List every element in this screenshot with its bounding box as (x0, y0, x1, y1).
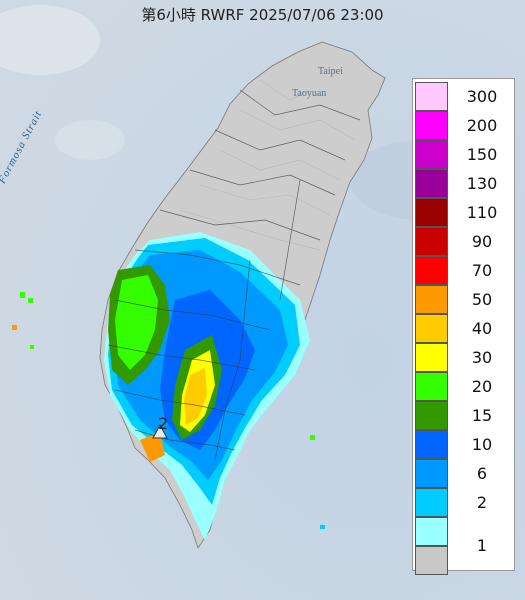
boundary-lines (107, 89, 361, 461)
rain-50mm (140, 432, 165, 462)
legend-label: 30 (471, 348, 493, 367)
place-label-taoyuan: Taoyuan (292, 88, 327, 99)
map-title: 第6小時 RWRF 2025/07/06 23:00 (141, 6, 384, 24)
legend-swatch (415, 546, 448, 575)
legend-swatch (415, 401, 448, 430)
legend-label: 40 (471, 319, 493, 338)
legend-swatch (415, 82, 448, 111)
rain-cell (12, 325, 17, 330)
station-label: 2 (158, 414, 169, 433)
legend-label: 70 (471, 261, 493, 280)
legend-swatch (415, 459, 448, 488)
legend-label: 50 (471, 290, 493, 309)
terrain-texture (179, 79, 356, 251)
legend-label: 90 (471, 232, 493, 251)
legend-label: 130 (466, 174, 498, 193)
legend-label: 2 (476, 493, 488, 512)
legend-label: 6 (476, 464, 488, 483)
rain-cell (20, 292, 25, 298)
legend-swatch (415, 111, 448, 140)
legend-swatch (415, 314, 448, 343)
rainfall-field (12, 232, 325, 540)
legend-swatch (415, 198, 448, 227)
legend-swatch (415, 488, 448, 517)
place-label-taipei: Taipei (318, 66, 343, 77)
legend-swatch (415, 169, 448, 198)
rain-cell (28, 298, 33, 303)
legend-swatch (415, 256, 448, 285)
legend-label: 110 (466, 203, 498, 222)
legend-label: 10 (471, 435, 493, 454)
rain-cell (320, 525, 325, 529)
legend-label: 20 (471, 377, 493, 396)
rain-cell (30, 345, 34, 349)
legend-swatch (415, 140, 448, 169)
legend-swatch (415, 517, 448, 546)
legend-swatch (415, 372, 448, 401)
rainfall-legend: 300 200 150 130 110 90 70 50 40 30 20 15 10 6 2 1 (412, 78, 515, 575)
rain-20mm (115, 275, 158, 370)
legend-swatch (415, 430, 448, 459)
rain-40mm (184, 368, 207, 425)
legend-label: 15 (471, 406, 493, 425)
legend-swatch (415, 285, 448, 314)
triangle-marker-icon (152, 423, 168, 439)
legend-swatch (415, 343, 448, 372)
legend-label: 1 (476, 536, 488, 555)
rain-cell (310, 435, 315, 440)
legend-label: 200 (466, 116, 498, 135)
legend-swatch (415, 227, 448, 256)
legend-label: 300 (466, 87, 498, 106)
legend-label: 150 (466, 145, 498, 164)
